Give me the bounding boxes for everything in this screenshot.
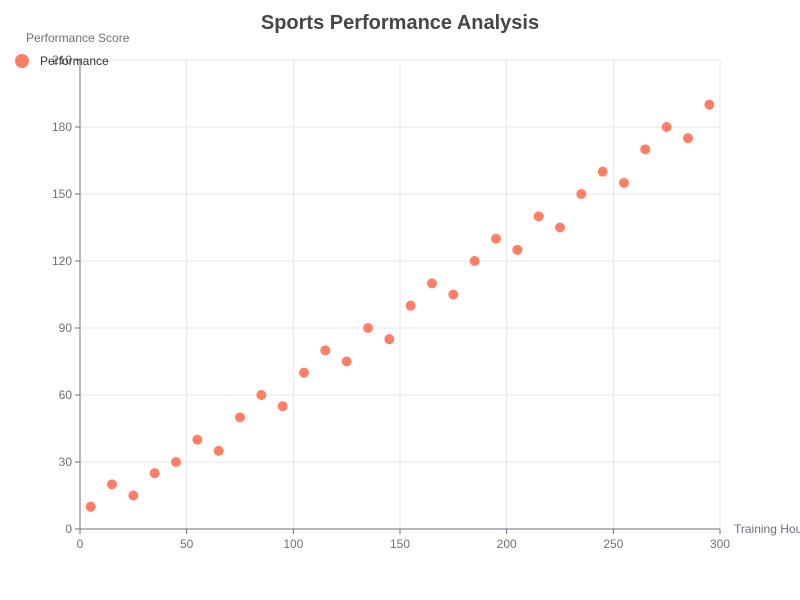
data-point xyxy=(619,177,629,188)
data-point xyxy=(533,211,544,222)
legend[interactable]: Performance xyxy=(15,54,109,68)
x-axis-label: Training Hours xyxy=(734,522,800,536)
data-point xyxy=(256,390,267,400)
y-tick-label: 90 xyxy=(59,321,73,335)
data-point xyxy=(448,289,459,300)
data-point xyxy=(427,278,437,289)
data-point xyxy=(107,479,117,490)
y-axis-label: Performance Score xyxy=(26,31,130,45)
tick-labels: 0 50 100 150 200 250 300 0 30 60 90 120 150 180 210 xyxy=(52,53,730,551)
data-point xyxy=(469,256,480,266)
chart-title: Sports Performance Analysis xyxy=(261,12,539,34)
x-tick-label: 250 xyxy=(603,537,623,551)
data-point xyxy=(704,99,715,110)
legend-label[interactable]: Performance xyxy=(40,54,109,68)
x-tick-label: 0 xyxy=(77,537,84,551)
data-point xyxy=(661,122,672,132)
y-tick-label: 210 xyxy=(52,53,72,67)
data-point xyxy=(341,356,352,367)
x-tick-label: 50 xyxy=(180,537,194,551)
y-tick-label: 120 xyxy=(52,254,72,268)
x-tick-label: 200 xyxy=(497,537,517,551)
grid-lines xyxy=(80,59,721,529)
data-point xyxy=(491,233,501,244)
data-point xyxy=(277,401,288,412)
data-point xyxy=(149,468,160,479)
x-tick-label: 300 xyxy=(710,537,730,551)
axes xyxy=(75,59,721,534)
y-tick-label: 150 xyxy=(52,187,72,201)
data-point xyxy=(640,144,651,155)
data-point xyxy=(555,222,565,233)
data-point xyxy=(213,445,224,456)
data-point xyxy=(512,244,523,255)
data-point xyxy=(683,133,693,144)
y-tick-label: 0 xyxy=(65,522,72,536)
data-point xyxy=(171,457,181,467)
x-tick-label: 100 xyxy=(283,537,303,551)
data-point xyxy=(384,334,395,345)
data-point xyxy=(405,300,416,311)
y-tick-label: 30 xyxy=(59,455,73,469)
data-point xyxy=(597,166,608,177)
data-points xyxy=(85,99,715,512)
data-point xyxy=(320,345,331,356)
data-point xyxy=(576,189,587,199)
data-point xyxy=(235,412,245,423)
data-point xyxy=(128,490,139,501)
data-point xyxy=(299,367,309,378)
data-point xyxy=(192,434,203,445)
y-tick-label: 180 xyxy=(52,120,72,134)
legend-marker-icon[interactable] xyxy=(15,54,29,68)
data-point xyxy=(85,501,96,512)
x-tick-label: 150 xyxy=(390,537,410,551)
data-point xyxy=(363,323,373,333)
y-tick-label: 60 xyxy=(59,388,73,402)
